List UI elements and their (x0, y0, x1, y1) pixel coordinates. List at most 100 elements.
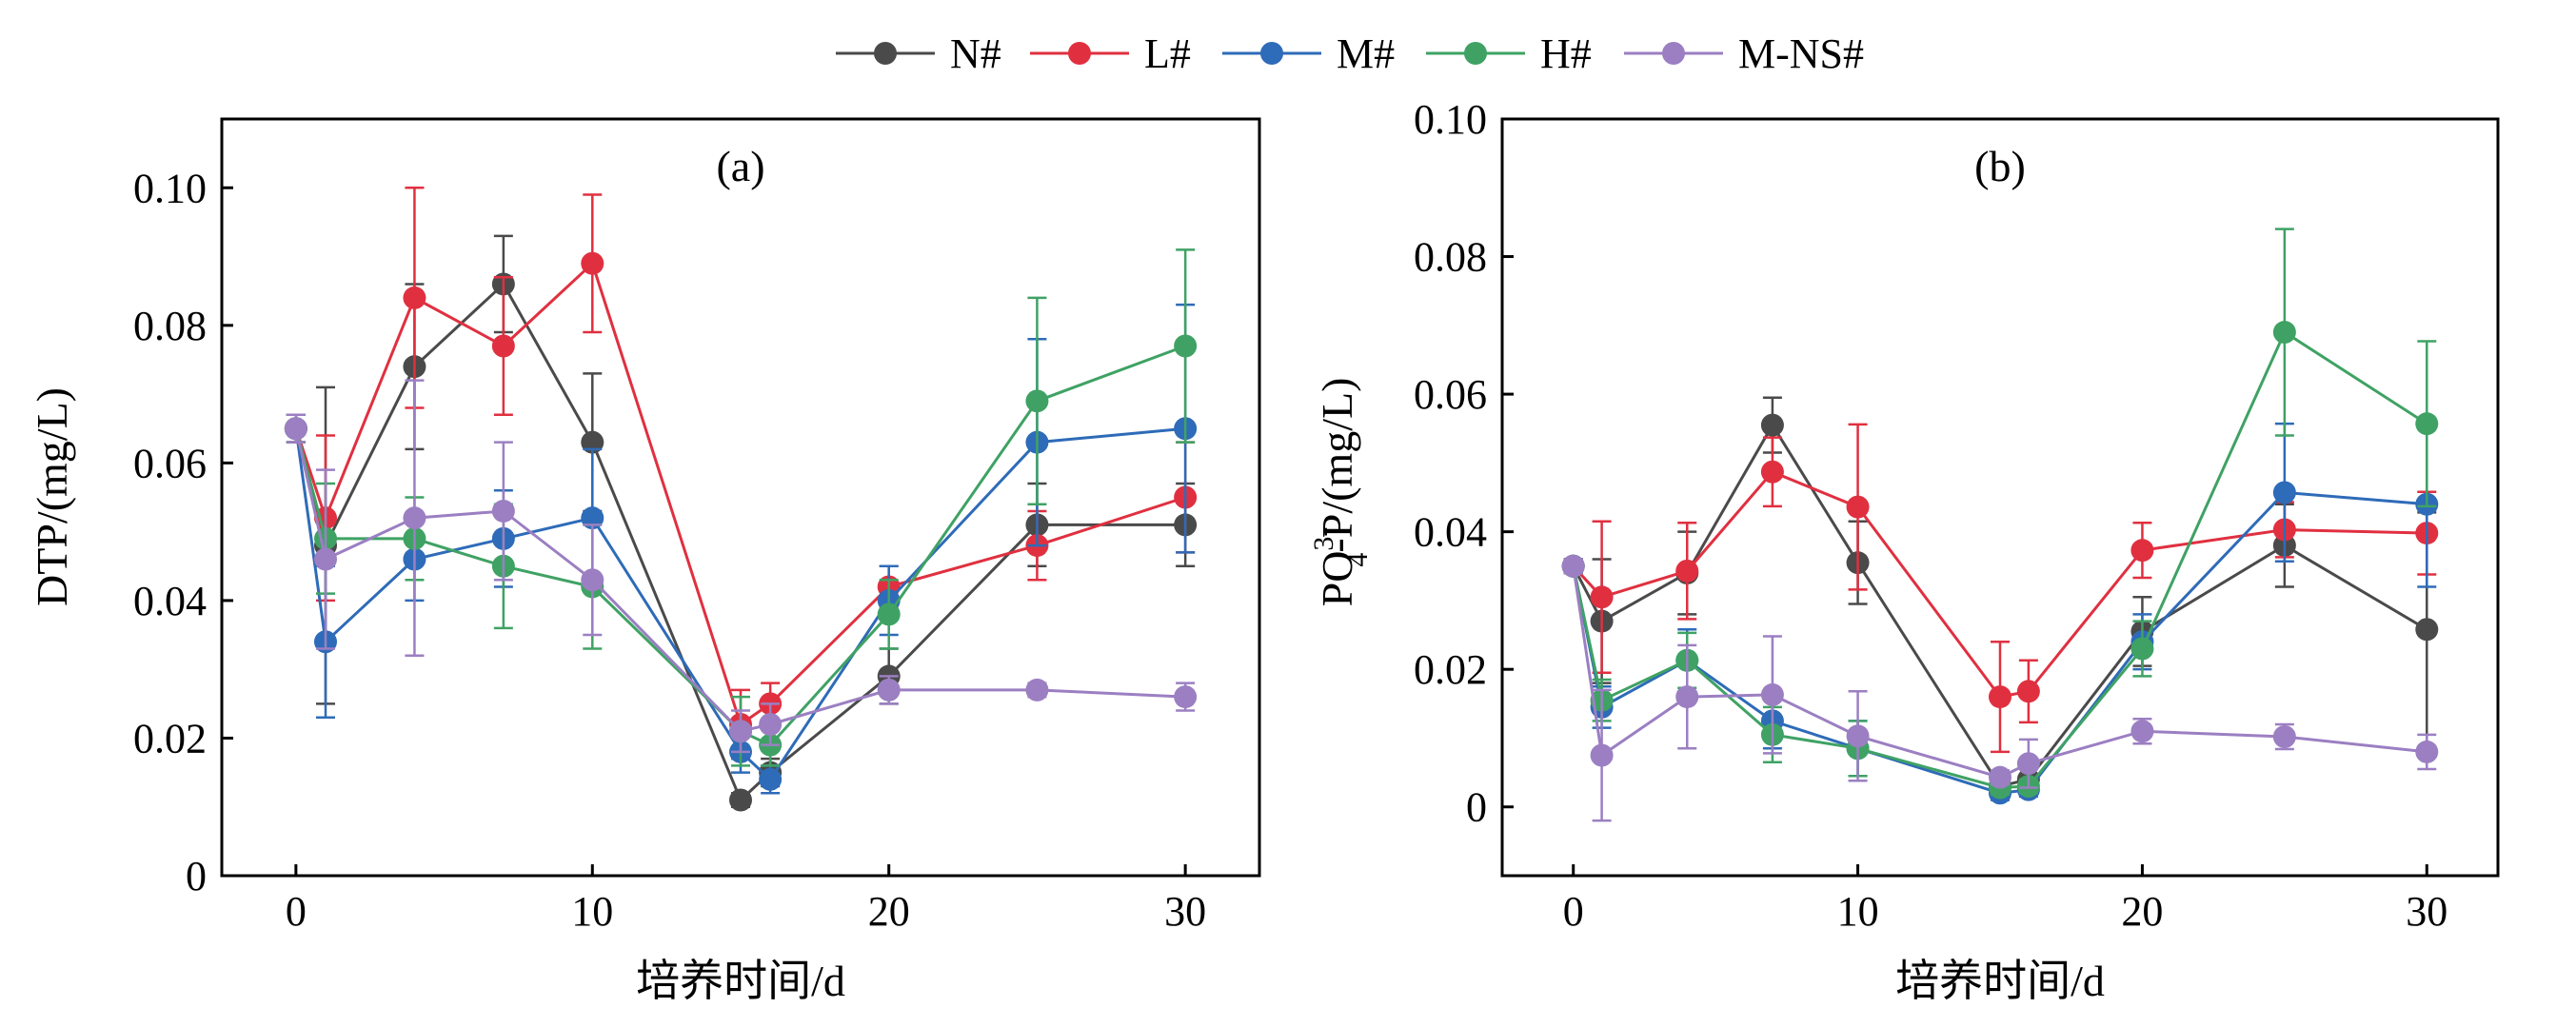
panel-a-x-tick-label: 10 (571, 888, 613, 935)
series-line (294, 427, 1186, 733)
series-line (294, 426, 1186, 782)
panel-a-y-axis-title: DTP/(mg/L) (28, 387, 76, 606)
panel-b-y-tick-label: 0.08 (1414, 234, 1487, 281)
panel-b-x-tick-label: 0 (1563, 888, 1584, 935)
legend-label-l: L# (1144, 30, 1191, 77)
legend-marker-l (1068, 42, 1091, 65)
panel-a-label: (a) (716, 142, 764, 190)
data-point (2415, 740, 2439, 763)
series-line (294, 282, 1186, 803)
data-point (284, 417, 307, 441)
legend-marker-m-ns (1662, 42, 1685, 65)
panel-a-y-tick-label: 0 (186, 853, 207, 900)
panel-a-y-tick-label: 0.10 (133, 165, 207, 211)
panel-b-y-title-main: PO (1313, 551, 1361, 607)
data-point (491, 499, 515, 523)
series-line (1572, 329, 2428, 790)
data-point (1760, 413, 1784, 437)
legend-entry-h: H# (1426, 30, 1592, 77)
data-point (1760, 682, 1784, 706)
data-point (2415, 412, 2439, 436)
panel-a-series (284, 187, 1198, 812)
panel-a-y-tick-label: 0.02 (133, 715, 207, 761)
data-point (759, 767, 783, 791)
panel-a-series-m-ns (284, 379, 1198, 754)
data-point (2016, 752, 2040, 776)
data-point (491, 334, 515, 358)
series-line (1572, 490, 2427, 795)
data-point (1846, 724, 1870, 748)
series-line (1572, 422, 2428, 788)
legend-marker-n (874, 42, 897, 65)
data-point (759, 713, 783, 736)
data-point (729, 788, 752, 812)
legend-entry-m-ns: M-NS# (1624, 30, 1864, 77)
panel-a-ticks: 0 10 20 30 0 0.02 0.04 0.06 0.08 0.10 (133, 165, 1206, 935)
panel-a-y-tick-label: 0.08 (133, 303, 207, 349)
panel-b-ticks: 0 10 20 30 0 0.02 0.04 0.06 0.08 0.10 (1414, 96, 2447, 935)
data-point (2272, 321, 2296, 345)
data-point (2272, 481, 2296, 504)
panel-b-y-axis-title: PO3-4-P/(mg/L) (1308, 378, 1374, 607)
legend-entry-l: L# (1030, 30, 1191, 77)
data-point (1675, 559, 1699, 583)
legend-marker-h (1464, 42, 1487, 65)
data-point (1590, 585, 1614, 609)
data-point (2272, 725, 2296, 749)
panel-b-x-tick-label: 10 (1837, 888, 1879, 935)
data-point (1846, 495, 1870, 519)
data-point (1025, 678, 1049, 702)
panel-b-series (1561, 227, 2439, 822)
data-point (314, 547, 337, 571)
svg-text:PO3-4-P/(mg/L): PO3-4-P/(mg/L) (1308, 378, 1374, 607)
data-point (1989, 685, 2011, 709)
data-point (1989, 765, 2011, 789)
data-point (581, 568, 604, 592)
data-point (1174, 334, 1198, 358)
panel-b-y-title-sub: 4 (1342, 553, 1374, 567)
data-point (2130, 539, 2154, 563)
panel-a-x-tick-label: 0 (286, 888, 307, 935)
panel-b-x-tick-label: 20 (2121, 888, 2163, 935)
panel-b-x-tick-label: 30 (2406, 888, 2447, 935)
panel-b-y-title-sup: 3- (1308, 527, 1339, 551)
data-point (1174, 685, 1198, 709)
legend: N# L# M# H# M-NS# (836, 30, 1864, 77)
legend-label-m: M# (1337, 30, 1395, 77)
data-point (1675, 685, 1699, 709)
panel-b-label: (b) (1974, 142, 2026, 190)
panel-b-series-m-ns (1561, 554, 2439, 822)
data-point (729, 720, 752, 743)
data-point (1025, 389, 1049, 413)
legend-label-m-ns: M-NS# (1738, 30, 1864, 77)
series-line (1572, 470, 2427, 699)
data-point (2415, 618, 2439, 642)
panel-a-x-tick-label: 30 (1164, 888, 1206, 935)
panel-b-frame (1500, 117, 2500, 878)
data-point (403, 286, 426, 309)
panel-b-x-axis-title: 培养时间/d (1895, 957, 2105, 1005)
data-point (2130, 637, 2154, 661)
panel-b-y-tick-label: 0.02 (1414, 646, 1487, 693)
panel-a-x-axis-title: 培养时间/d (636, 957, 845, 1005)
series-line (294, 261, 1186, 727)
data-point (1561, 554, 1585, 578)
panel-a-y-tick-label: 0.04 (133, 578, 207, 624)
panel-b-y-tick-label: 0.04 (1414, 509, 1487, 556)
panel-b-y-title-rest: -P/(mg/L) (1313, 378, 1361, 553)
panel-b-y-tick-label: 0.10 (1414, 96, 1487, 143)
legend-entry-m: M# (1222, 30, 1395, 77)
data-point (2130, 720, 2154, 743)
legend-label-h: H# (1540, 30, 1592, 77)
panel-a-x-tick-label: 20 (868, 888, 910, 935)
panel-b-y-tick-label: 0 (1466, 784, 1487, 831)
data-point (1760, 460, 1784, 484)
data-point (877, 603, 901, 626)
data-point (1590, 743, 1614, 767)
data-point (403, 506, 426, 530)
legend-label-n: N# (950, 30, 1001, 77)
